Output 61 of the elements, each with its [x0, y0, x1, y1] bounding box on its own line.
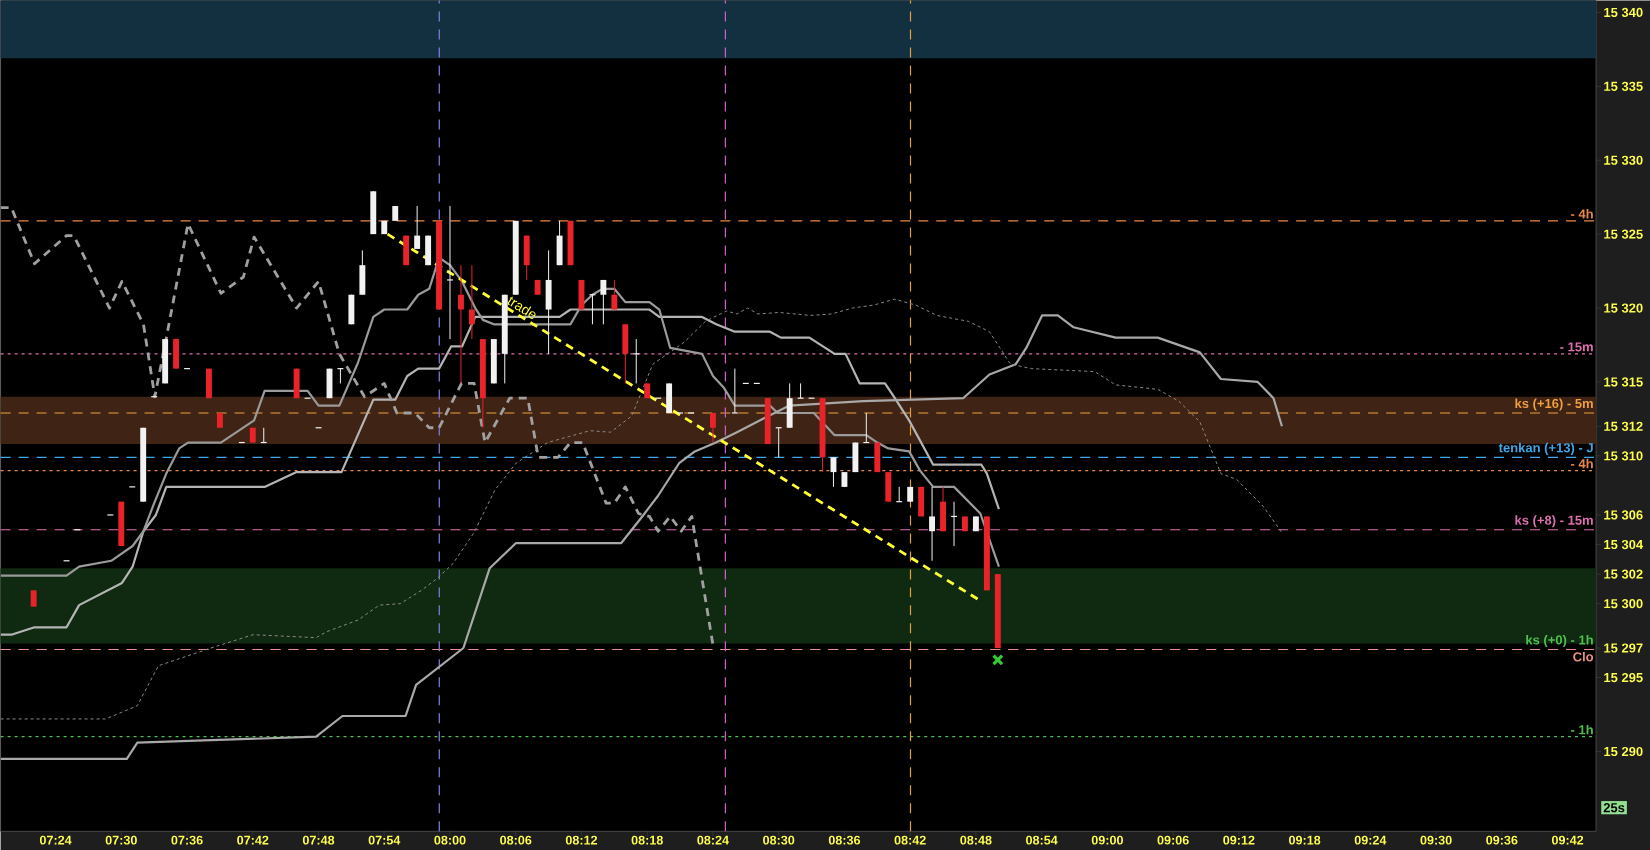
x-tick-label: 07:24: [39, 835, 72, 845]
candlestick: [414, 205, 421, 250]
ref-line-label: - 1h: [1571, 724, 1593, 735]
candlestick: [600, 279, 607, 325]
x-tick-label: 07:48: [302, 835, 335, 845]
candlestick: [830, 456, 837, 488]
y-tick-label: 15 335: [1604, 81, 1643, 91]
candlestick: [731, 368, 739, 414]
y-tick-label: 15 320: [1604, 303, 1643, 313]
x-tick-label: 07:42: [237, 835, 269, 845]
x-tick-label: 07:30: [105, 835, 137, 845]
y-tick-label: 15 300: [1604, 598, 1643, 609]
ref-line-label: ks (+16) - 5m: [1515, 398, 1593, 411]
y-tick-label: 15 306: [1604, 510, 1643, 520]
candlestick: [929, 486, 936, 562]
x-tick-label: 09:30: [1420, 835, 1452, 845]
ref-line-label: Clo: [1573, 651, 1594, 662]
y-tick-label: 15 330: [1604, 155, 1643, 165]
candlestick: [458, 264, 464, 384]
ref-line-label: - 4h: [1571, 208, 1593, 219]
ref-line-label: - 15m: [1560, 342, 1593, 352]
x-tick-label: 08:54: [1026, 835, 1058, 845]
ref-line-label: - 4h: [1571, 458, 1593, 469]
ref-line-label: ks (+0) - 1h: [1526, 634, 1593, 647]
y-tick-label: 15 302: [1604, 569, 1643, 579]
y-tick-label: 15 304: [1604, 539, 1644, 550]
y-tick-label: 15 295: [1604, 672, 1643, 683]
y-tick-label: 15 310: [1604, 451, 1643, 461]
x-tick-label: 07:54: [368, 835, 401, 845]
text: trade: [507, 296, 536, 319]
x-tick-label: 08:42: [894, 835, 926, 845]
y-tick-label: 15 312: [1604, 421, 1643, 431]
y-tick-label: 15 297: [1604, 643, 1643, 653]
ref-line-label: tenkan (+13) - J: [1498, 442, 1593, 455]
x-tick-label: 08:18: [631, 835, 663, 845]
candlestick: [709, 412, 716, 443]
x-tick-label: 08:24: [697, 835, 729, 845]
x-tick-label: 08:30: [763, 835, 795, 845]
candlestick: [468, 264, 475, 340]
x-tick-label: 09:12: [1223, 835, 1255, 845]
x-tick-label: 09:06: [1157, 835, 1189, 845]
x-tick-label: 08:12: [565, 835, 598, 845]
x-tick-label: 09:42: [1551, 835, 1584, 845]
x-tick-label: 08:06: [500, 835, 532, 845]
x-tick-label: 08:48: [960, 835, 992, 845]
y-tick-label: 15 315: [1604, 377, 1643, 387]
x-tick-label: 08:36: [828, 835, 861, 845]
ref-line-label: ks (+8) - 15m: [1515, 515, 1593, 528]
candlestick: [611, 279, 618, 310]
x-tick-label: 09:36: [1486, 835, 1518, 845]
y-tick-label: 15 340: [1604, 7, 1643, 17]
x-tick-label: 09:18: [1289, 835, 1321, 845]
x-tick-label: 09:24: [1354, 835, 1387, 845]
candlestick: [446, 205, 454, 340]
y-tick-label: 15 290: [1604, 746, 1643, 756]
text: 25s: [1603, 802, 1625, 813]
y-tick-label: 15 325: [1604, 229, 1643, 239]
x-tick-label: 09:00: [1091, 835, 1123, 845]
x-tick-label: 07:36: [171, 835, 203, 845]
x-tick-label: 08:00: [434, 835, 466, 845]
candlestick: [632, 338, 640, 384]
